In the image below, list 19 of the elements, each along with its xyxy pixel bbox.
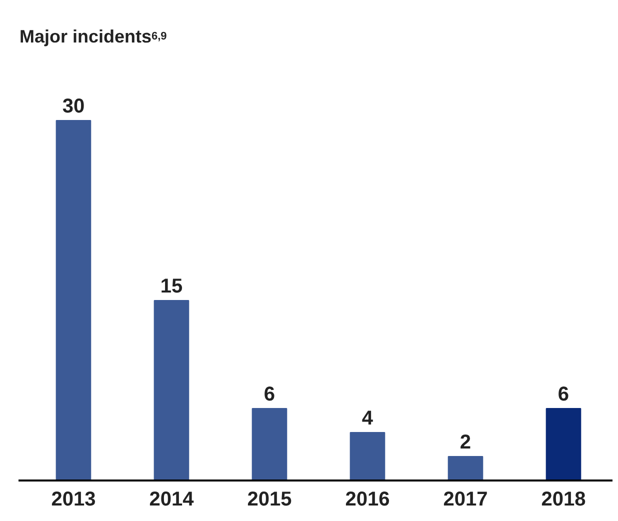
x-tick-label: 2016 <box>345 488 390 510</box>
x-tick-label: 2017 <box>443 488 488 510</box>
x-tick-label: 2013 <box>51 488 96 510</box>
bar <box>154 300 190 480</box>
x-tick-label: 2014 <box>149 488 195 510</box>
bar <box>350 432 386 480</box>
x-tick-label: 2018 <box>541 488 586 510</box>
data-label: 6 <box>558 384 570 406</box>
chart-title: Major incidents6,9 <box>20 26 167 46</box>
bar <box>546 408 582 480</box>
x-tick-label: 2015 <box>247 488 292 510</box>
data-label: 30 <box>62 96 85 118</box>
bar <box>448 456 484 480</box>
data-label: 15 <box>160 276 183 298</box>
data-label: 4 <box>362 408 374 430</box>
data-label: 2 <box>460 432 472 454</box>
data-label: 6 <box>264 384 276 406</box>
bar <box>56 120 92 480</box>
bar <box>252 408 288 480</box>
